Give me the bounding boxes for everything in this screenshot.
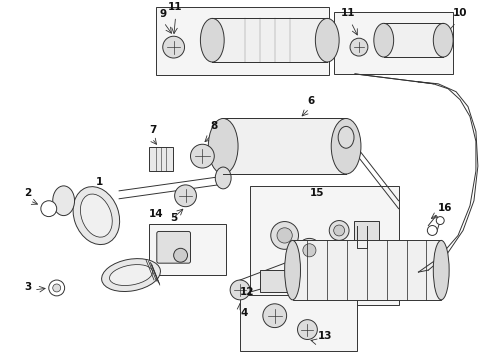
- Text: 14: 14: [149, 208, 164, 219]
- Circle shape: [329, 221, 349, 240]
- Text: 6: 6: [307, 96, 315, 105]
- Circle shape: [163, 36, 185, 58]
- Ellipse shape: [331, 118, 361, 174]
- Ellipse shape: [338, 126, 354, 148]
- Ellipse shape: [433, 23, 453, 57]
- Text: 16: 16: [438, 203, 453, 213]
- Bar: [260, 270, 315, 292]
- Bar: [384, 23, 443, 57]
- Ellipse shape: [215, 167, 231, 189]
- Bar: [156, 8, 329, 75]
- Ellipse shape: [200, 18, 224, 62]
- Ellipse shape: [433, 240, 449, 300]
- Text: 1: 1: [96, 177, 102, 187]
- Circle shape: [350, 38, 368, 56]
- Bar: [293, 240, 441, 300]
- Text: 15: 15: [309, 188, 324, 198]
- Ellipse shape: [101, 258, 160, 292]
- Text: 5: 5: [171, 212, 178, 222]
- Text: 2: 2: [24, 188, 31, 198]
- Bar: [240, 295, 357, 351]
- Circle shape: [230, 280, 250, 300]
- Ellipse shape: [316, 18, 339, 62]
- Circle shape: [271, 221, 298, 249]
- Circle shape: [191, 144, 214, 168]
- Ellipse shape: [208, 118, 238, 174]
- Bar: [212, 18, 327, 62]
- Text: 9: 9: [160, 9, 167, 19]
- Circle shape: [49, 280, 65, 296]
- Circle shape: [53, 284, 61, 292]
- Circle shape: [303, 244, 316, 257]
- Bar: [334, 13, 453, 74]
- Text: 7: 7: [149, 125, 156, 135]
- Bar: [149, 224, 226, 275]
- Circle shape: [277, 228, 292, 243]
- Ellipse shape: [73, 186, 120, 244]
- Text: 11: 11: [341, 8, 356, 18]
- Circle shape: [297, 320, 318, 339]
- Bar: [354, 221, 379, 255]
- Circle shape: [436, 217, 444, 225]
- Bar: [250, 186, 398, 305]
- Circle shape: [334, 225, 344, 236]
- Circle shape: [173, 248, 188, 262]
- Ellipse shape: [374, 23, 393, 57]
- Text: 3: 3: [24, 282, 31, 292]
- Text: 8: 8: [210, 121, 218, 131]
- Bar: [223, 118, 346, 174]
- Ellipse shape: [53, 186, 74, 216]
- Ellipse shape: [109, 265, 152, 285]
- FancyBboxPatch shape: [157, 231, 191, 263]
- Text: 13: 13: [318, 332, 332, 342]
- Circle shape: [41, 201, 57, 217]
- Bar: [149, 147, 172, 171]
- Ellipse shape: [80, 194, 112, 237]
- Circle shape: [297, 238, 321, 262]
- Text: 12: 12: [240, 287, 254, 297]
- Text: 10: 10: [453, 8, 467, 18]
- Circle shape: [427, 225, 437, 235]
- Ellipse shape: [285, 240, 300, 300]
- Circle shape: [263, 304, 287, 328]
- Text: 4: 4: [240, 308, 247, 318]
- Text: 11: 11: [168, 3, 182, 13]
- Circle shape: [174, 185, 196, 207]
